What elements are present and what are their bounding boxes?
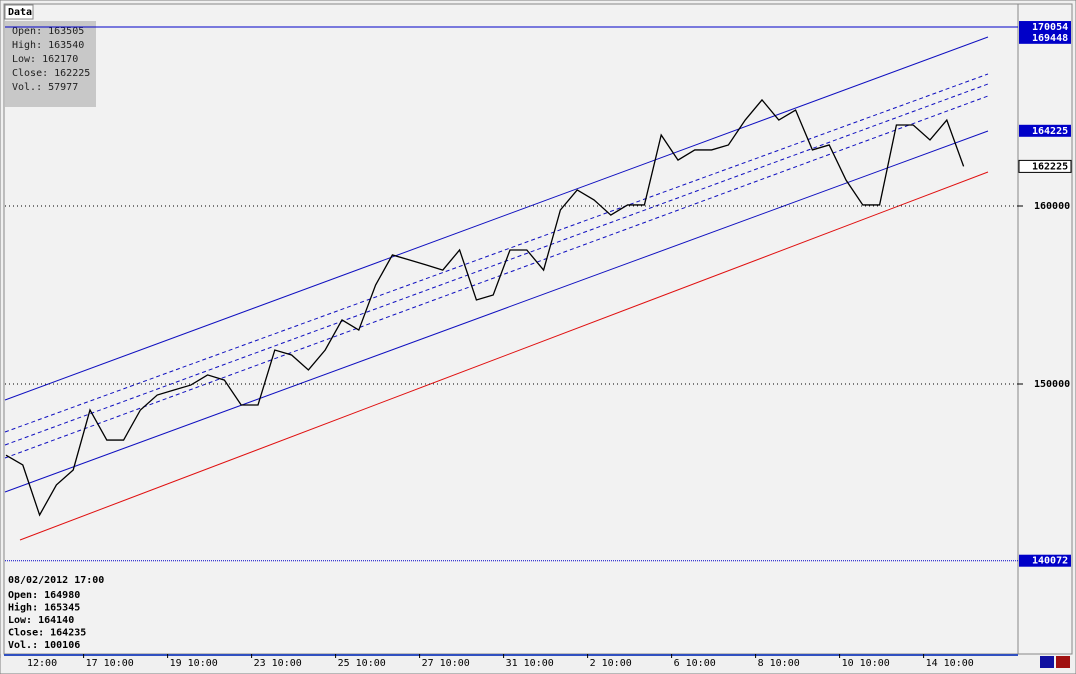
channel-upper [4,36,989,401]
price-level-box [1019,124,1071,137]
channel-mid [4,73,989,433]
price-level-label: 170054 [1032,22,1068,33]
x-tick-label: 8 10:00 [758,658,800,669]
x-tick-label: 6 10:00 [674,658,716,669]
x-tick-label: 10 10:00 [842,658,890,669]
price-line [5,98,965,517]
channel-lower [4,130,989,493]
x-tick-label: 17 10:00 [86,658,134,669]
price-level-label: 140072 [1032,556,1068,567]
channel [4,36,989,541]
price-level-label: 164225 [1032,126,1068,137]
x-tick-label: 25 10:00 [338,658,386,669]
info-line: Vol.: 57977 [12,82,78,93]
x-tick-label: 23 10:00 [254,658,302,669]
scroll-button[interactable] [1056,656,1070,668]
support-line [19,171,989,541]
plot-area [3,3,1019,655]
y-tick-label: 160000 [1034,201,1070,212]
cursor-line: Close: 164235 [8,628,86,639]
price-axis [1017,3,1073,655]
x-tick-label: 27 10:00 [422,658,470,669]
info-box [5,21,96,107]
info-line: Close: 162225 [12,68,90,79]
cursor-line: Vol.: 100106 [8,640,80,651]
x-tick-label: 19 10:00 [170,658,218,669]
cursor-line: Open: 164980 [8,590,80,601]
price-level-box [1019,554,1071,567]
x-tick-label: 31 10:00 [506,658,554,669]
x-tick-label: 2 10:00 [590,658,632,669]
info-line: Open: 163505 [12,26,84,37]
session-strip [4,654,1070,668]
cursor-line: Low: 164140 [8,615,74,626]
price-level-box [1019,21,1071,34]
price-level-box [1018,159,1072,173]
price-level-label: 169448 [1032,33,1068,44]
price-level-box [1019,31,1071,44]
strip [4,654,1018,656]
data-tab[interactable] [4,4,34,20]
scroll-button[interactable] [1040,656,1054,668]
info-line: High: 163540 [12,40,84,51]
info-line: Low: 162170 [12,54,78,65]
cursor-time: 08/02/2012 17:00 [8,575,104,586]
cursor-line: High: 165345 [8,602,80,614]
data-tab-label: Data [8,7,32,18]
x-tick-label: 12:00 [27,658,57,669]
y-tick-label: 150000 [1034,379,1070,390]
price-level-label: 162225 [1032,161,1068,172]
x-tick-label: 14 10:00 [926,658,974,669]
